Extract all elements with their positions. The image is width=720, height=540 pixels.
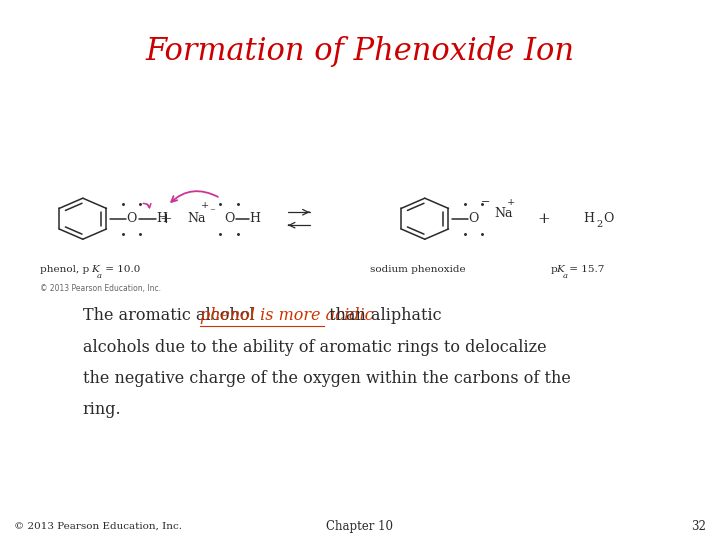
FancyArrowPatch shape	[143, 204, 151, 208]
Text: +: +	[507, 198, 516, 207]
Text: +: +	[201, 201, 210, 210]
Text: p: p	[551, 266, 557, 274]
Text: The aromatic alcohol: The aromatic alcohol	[83, 307, 259, 325]
FancyArrowPatch shape	[171, 191, 218, 202]
Text: H: H	[249, 212, 261, 225]
Text: phenol, p: phenol, p	[40, 266, 89, 274]
Text: phenol is more acidic: phenol is more acidic	[200, 307, 374, 325]
Text: H: H	[583, 212, 594, 225]
Text: the negative charge of the oxygen within the carbons of the: the negative charge of the oxygen within…	[83, 370, 571, 387]
Text: O: O	[127, 212, 137, 225]
Text: ring.: ring.	[83, 401, 122, 418]
Text: © 2013 Pearson Education, Inc.: © 2013 Pearson Education, Inc.	[40, 285, 161, 293]
Text: O: O	[224, 212, 234, 225]
Text: H: H	[156, 212, 168, 225]
Text: © 2013 Pearson Education, Inc.: © 2013 Pearson Education, Inc.	[14, 522, 182, 531]
Text: O: O	[469, 212, 479, 225]
Text: a: a	[562, 273, 567, 280]
Text: O: O	[603, 212, 613, 225]
Text: 2: 2	[596, 220, 603, 228]
Text: +: +	[537, 212, 550, 226]
Text: Na: Na	[494, 207, 513, 220]
Text: a: a	[97, 273, 102, 280]
Text: Na: Na	[187, 212, 206, 225]
Text: alcohols due to the ability of aromatic rings to delocalize: alcohols due to the ability of aromatic …	[83, 339, 546, 356]
Text: +: +	[159, 212, 172, 226]
Text: ⁻: ⁻	[210, 207, 215, 217]
Text: K: K	[91, 266, 99, 274]
Text: Chapter 10: Chapter 10	[326, 520, 394, 533]
Text: than aliphatic: than aliphatic	[324, 307, 441, 325]
Text: = 10.0: = 10.0	[102, 266, 140, 274]
Text: Formation of Phenoxide Ion: Formation of Phenoxide Ion	[145, 36, 575, 67]
Text: sodium phenoxide: sodium phenoxide	[370, 266, 465, 274]
Text: −: −	[480, 198, 490, 207]
Text: K: K	[557, 266, 564, 274]
Text: 32: 32	[690, 520, 706, 533]
Text: = 15.7: = 15.7	[566, 266, 604, 274]
